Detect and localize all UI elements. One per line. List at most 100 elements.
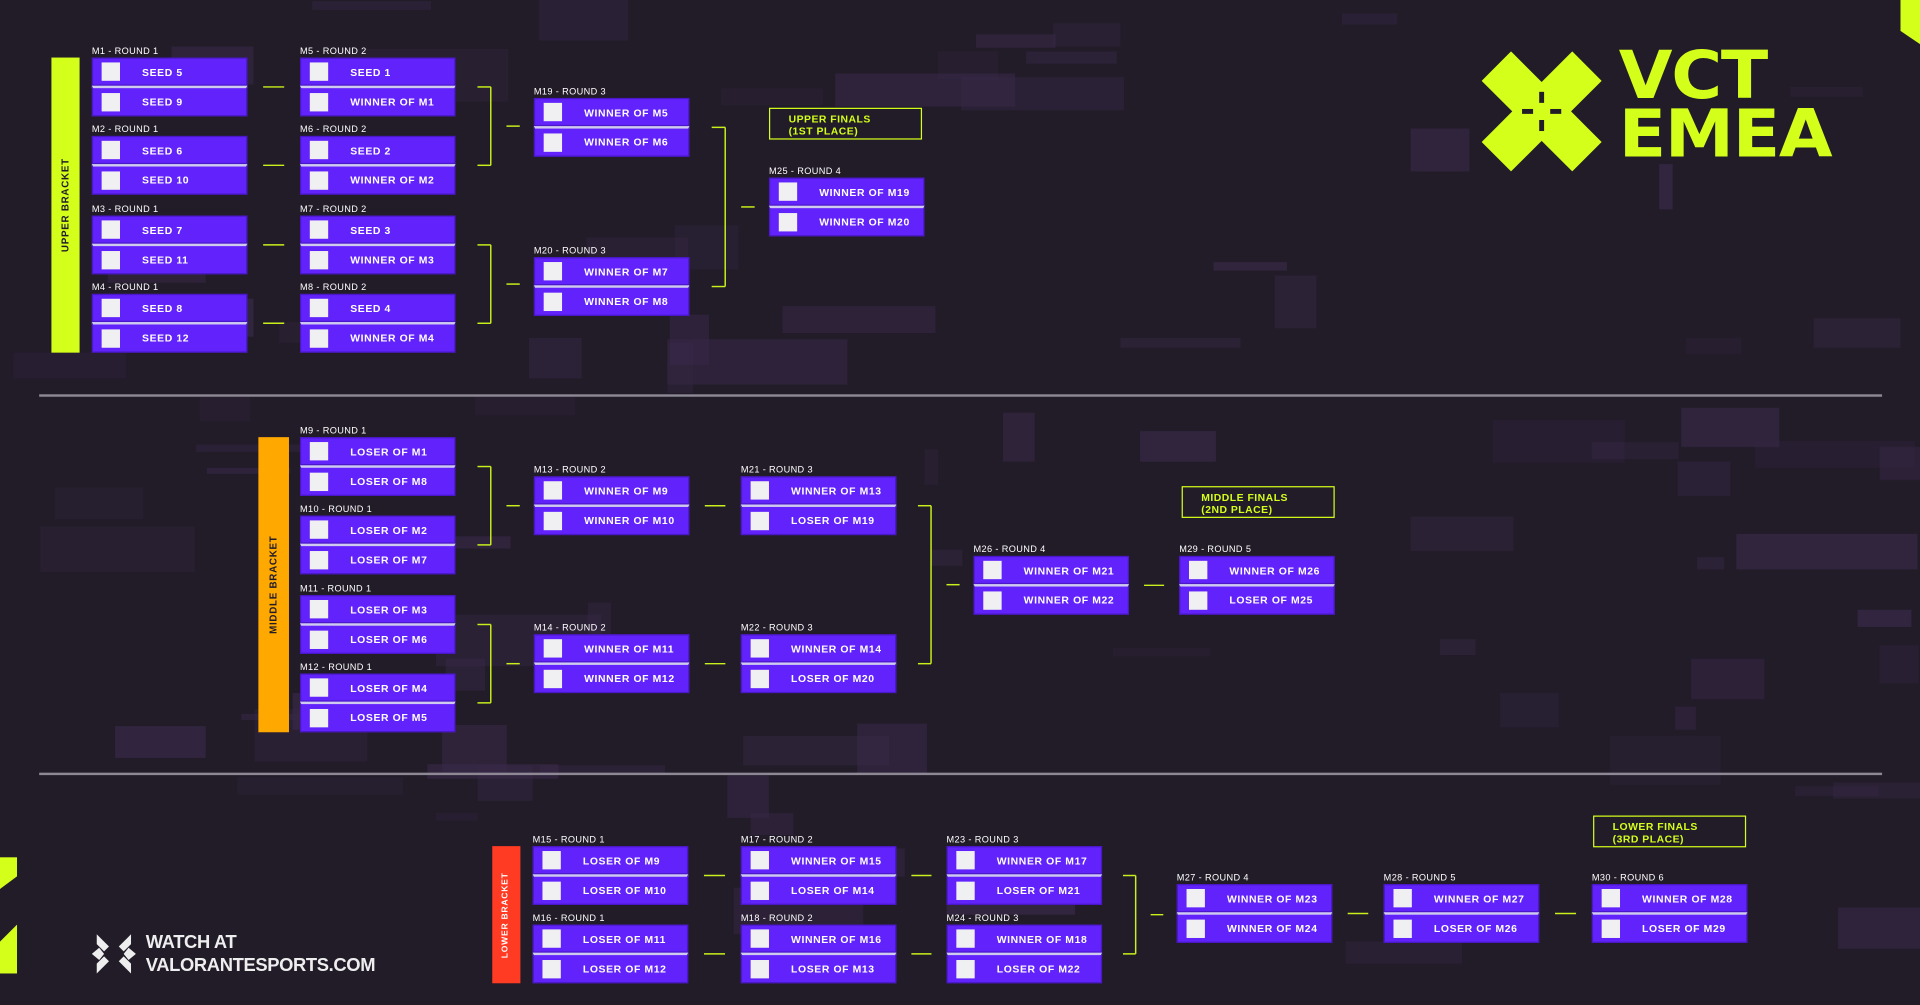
- team-checkbox[interactable]: [101, 170, 121, 190]
- match-slot[interactable]: WINNER OF M9: [533, 476, 690, 505]
- team-checkbox[interactable]: [309, 520, 329, 539]
- match-slot[interactable]: LOSER OF M25: [1179, 584, 1335, 615]
- match-slot[interactable]: LOSER OF M6: [300, 623, 456, 654]
- team-checkbox[interactable]: [101, 250, 121, 269]
- team-checkbox[interactable]: [778, 182, 798, 201]
- team-checkbox[interactable]: [983, 560, 1002, 580]
- team-checkbox[interactable]: [101, 140, 121, 160]
- team-checkbox[interactable]: [750, 511, 769, 530]
- match-slot[interactable]: WINNER OF M11: [533, 634, 690, 663]
- match-slot[interactable]: WINNER OF M10: [533, 504, 690, 536]
- team-checkbox[interactable]: [750, 669, 769, 688]
- team-checkbox[interactable]: [309, 708, 329, 727]
- match-slot[interactable]: SEED 10: [91, 164, 248, 195]
- match-slot[interactable]: SEED 7: [91, 215, 248, 244]
- team-checkbox[interactable]: [543, 511, 563, 530]
- team-checkbox[interactable]: [309, 140, 329, 160]
- team-checkbox[interactable]: [542, 851, 561, 870]
- team-checkbox[interactable]: [750, 881, 769, 900]
- team-checkbox[interactable]: [309, 298, 329, 318]
- match-slot[interactable]: LOSER OF M4: [300, 673, 456, 702]
- team-checkbox[interactable]: [750, 929, 769, 948]
- team-checkbox[interactable]: [543, 669, 563, 688]
- watch-link[interactable]: WATCH AT VALORANTESPORTS.COM: [91, 931, 376, 978]
- team-checkbox[interactable]: [101, 92, 121, 111]
- match-slot[interactable]: LOSER OF M2: [300, 515, 456, 544]
- match-slot[interactable]: WINNER OF M15: [740, 846, 897, 875]
- team-checkbox[interactable]: [778, 212, 798, 231]
- team-checkbox[interactable]: [956, 959, 975, 978]
- match-slot[interactable]: WINNER OF M1: [300, 85, 456, 117]
- match-slot[interactable]: WINNER OF M6: [533, 126, 690, 157]
- match-slot[interactable]: LOSER OF M7: [300, 543, 456, 575]
- team-checkbox[interactable]: [543, 481, 563, 500]
- match-slot[interactable]: WINNER OF M18: [946, 924, 1103, 953]
- team-checkbox[interactable]: [309, 328, 329, 348]
- match-slot[interactable]: SEED 11: [91, 243, 248, 275]
- match-slot[interactable]: SEED 3: [300, 215, 456, 244]
- match-slot[interactable]: LOSER OF M12: [532, 952, 689, 984]
- team-checkbox[interactable]: [1393, 888, 1412, 908]
- match-slot[interactable]: SEED 4: [300, 293, 456, 323]
- match-slot[interactable]: WINNER OF M2: [300, 164, 456, 195]
- match-slot[interactable]: WINNER OF M17: [946, 846, 1103, 875]
- team-checkbox[interactable]: [543, 262, 563, 281]
- team-checkbox[interactable]: [1188, 590, 1208, 610]
- team-checkbox[interactable]: [983, 590, 1002, 610]
- match-slot[interactable]: LOSER OF M20: [740, 662, 897, 694]
- match-slot[interactable]: WINNER OF M20: [768, 205, 925, 237]
- team-checkbox[interactable]: [956, 929, 975, 948]
- team-checkbox[interactable]: [1601, 888, 1621, 908]
- match-slot[interactable]: LOSER OF M1: [300, 437, 456, 466]
- match-slot[interactable]: WINNER OF M16: [740, 924, 897, 953]
- match-slot[interactable]: LOSER OF M8: [300, 465, 456, 496]
- team-checkbox[interactable]: [101, 298, 121, 318]
- match-slot[interactable]: SEED 6: [91, 135, 248, 165]
- team-checkbox[interactable]: [750, 959, 769, 978]
- match-slot[interactable]: SEED 1: [300, 57, 456, 86]
- match-slot[interactable]: LOSER OF M26: [1383, 912, 1540, 943]
- match-slot[interactable]: LOSER OF M10: [532, 874, 689, 905]
- match-slot[interactable]: LOSER OF M19: [740, 504, 897, 536]
- team-checkbox[interactable]: [750, 639, 769, 658]
- match-slot[interactable]: LOSER OF M14: [740, 874, 897, 905]
- team-checkbox[interactable]: [309, 600, 329, 619]
- match-slot[interactable]: WINNER OF M28: [1591, 884, 1748, 913]
- match-slot[interactable]: WINNER OF M27: [1383, 884, 1540, 913]
- team-checkbox[interactable]: [101, 328, 121, 348]
- match-slot[interactable]: WINNER OF M5: [533, 97, 690, 127]
- match-slot[interactable]: WINNER OF M4: [300, 322, 456, 353]
- match-slot[interactable]: WINNER OF M7: [533, 257, 690, 286]
- team-checkbox[interactable]: [1186, 918, 1205, 938]
- match-slot[interactable]: WINNER OF M22: [973, 584, 1129, 615]
- match-slot[interactable]: LOSER OF M13: [740, 952, 897, 984]
- match-slot[interactable]: WINNER OF M14: [740, 634, 897, 663]
- match-slot[interactable]: SEED 2: [300, 135, 456, 165]
- match-slot[interactable]: LOSER OF M29: [1591, 912, 1748, 943]
- team-checkbox[interactable]: [101, 62, 121, 81]
- match-slot[interactable]: SEED 9: [91, 85, 248, 117]
- team-checkbox[interactable]: [309, 550, 329, 569]
- team-checkbox[interactable]: [750, 481, 769, 500]
- match-slot[interactable]: LOSER OF M3: [300, 595, 456, 624]
- match-slot[interactable]: WINNER OF M19: [768, 177, 925, 206]
- team-checkbox[interactable]: [956, 851, 975, 870]
- team-checkbox[interactable]: [309, 472, 329, 491]
- match-slot[interactable]: WINNER OF M13: [740, 476, 897, 505]
- team-checkbox[interactable]: [309, 442, 329, 461]
- team-checkbox[interactable]: [101, 220, 121, 239]
- team-checkbox[interactable]: [309, 630, 329, 649]
- team-checkbox[interactable]: [309, 170, 329, 190]
- team-checkbox[interactable]: [956, 881, 975, 900]
- team-checkbox[interactable]: [309, 678, 329, 697]
- team-checkbox[interactable]: [543, 292, 563, 311]
- match-slot[interactable]: WINNER OF M24: [1176, 912, 1333, 943]
- match-slot[interactable]: LOSER OF M22: [946, 952, 1103, 984]
- team-checkbox[interactable]: [309, 250, 329, 269]
- team-checkbox[interactable]: [1188, 560, 1208, 580]
- match-slot[interactable]: SEED 8: [91, 293, 248, 323]
- match-slot[interactable]: LOSER OF M5: [300, 701, 456, 733]
- team-checkbox[interactable]: [1601, 918, 1621, 938]
- match-slot[interactable]: WINNER OF M21: [973, 555, 1129, 585]
- team-checkbox[interactable]: [543, 132, 563, 152]
